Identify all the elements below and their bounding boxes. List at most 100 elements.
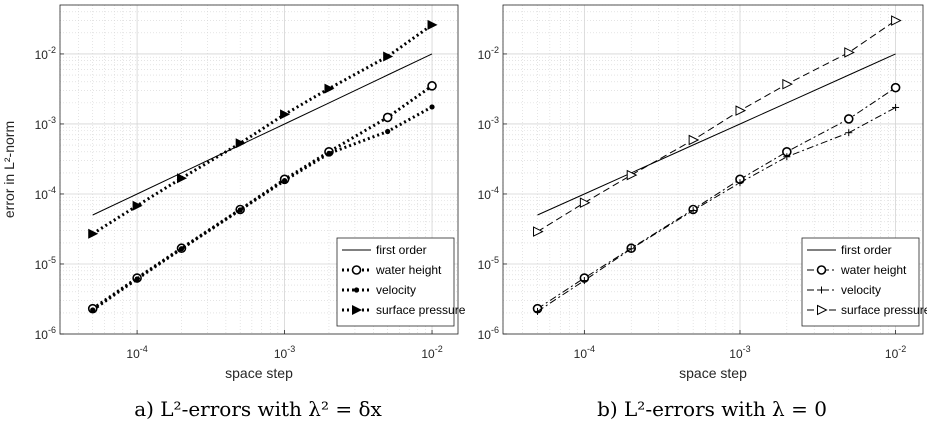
legend-label: surface pressure	[841, 303, 927, 317]
legend-marker	[351, 265, 362, 275]
data-point	[178, 246, 185, 252]
y-tick-label: 10-6	[35, 325, 56, 342]
data-point	[736, 179, 744, 187]
series-line	[91, 23, 433, 236]
legend-label: water height	[375, 263, 442, 277]
data-point	[782, 78, 793, 90]
series-2	[534, 103, 900, 315]
legend-marker	[818, 286, 825, 294]
data-point	[427, 81, 437, 91]
data-point	[891, 15, 902, 26]
x-tick-label: 10-2	[421, 344, 442, 361]
legend: first order water height velocity surface p…	[336, 237, 466, 327]
figure-caption: b) L²-errors with λ = 0	[597, 397, 827, 421]
legend-marker	[817, 304, 828, 316]
data-point	[843, 114, 854, 124]
series-line	[537, 53, 896, 216]
series-line	[537, 20, 896, 233]
x-axis-label: space step	[679, 365, 747, 381]
legend: first order water height velocity surface p…	[801, 237, 927, 327]
data-point	[427, 19, 438, 30]
data-point	[385, 128, 391, 135]
series-0	[537, 53, 896, 216]
axes-box	[502, 4, 924, 335]
x-tick-label: 10-2	[885, 344, 906, 361]
figure-caption: a) L²-errors with λ² = δx	[134, 397, 382, 421]
x-tick-label: 10-3	[729, 344, 750, 361]
data-point	[783, 153, 791, 161]
data-point	[382, 112, 393, 123]
series-2	[90, 104, 435, 313]
data-point	[579, 197, 591, 209]
data-point	[534, 307, 542, 315]
series-3	[533, 15, 902, 237]
data-point	[326, 150, 332, 156]
data-point	[533, 226, 544, 237]
data-point	[134, 276, 140, 282]
series-3	[88, 19, 438, 239]
legend-item: velocity	[342, 283, 416, 297]
data-point	[88, 228, 99, 239]
legend-item: velocity	[807, 283, 881, 297]
data-point	[580, 277, 588, 285]
data-point	[627, 245, 635, 253]
ticks: 10-4 10-3 10-2 10-6 10-5 10-4 10-3 10-2	[478, 45, 907, 361]
data-point	[688, 134, 700, 146]
data-point	[626, 169, 638, 181]
data-point	[281, 178, 288, 184]
data-point	[890, 82, 901, 93]
data-point	[237, 207, 243, 213]
legend-label: velocity	[376, 283, 416, 297]
y-tick-label: 10-5	[35, 255, 56, 272]
data-point	[90, 307, 96, 313]
series-line	[537, 107, 896, 312]
data-point	[280, 109, 291, 120]
data-point	[844, 47, 855, 58]
y-tick-label: 10-4	[35, 185, 56, 202]
data-point	[324, 83, 335, 94]
data-point	[132, 200, 143, 211]
axes-box	[59, 4, 459, 335]
y-tick-label: 10-4	[478, 185, 499, 202]
legend-label: water height	[840, 263, 907, 277]
legend-item: surface pressure	[807, 303, 927, 317]
legend-marker	[816, 265, 827, 275]
data-point	[845, 129, 853, 137]
chart-panel-b: 10-4 10-3 10-2 10-6 10-5 10-4 10-3 10-2 space st…	[478, 4, 927, 421]
legend-item: first order	[342, 243, 427, 257]
y-tick-label: 10-2	[35, 45, 56, 62]
x-tick-label: 10-4	[574, 344, 595, 361]
series-line	[91, 105, 433, 312]
series-0	[92, 53, 433, 216]
data-point	[429, 104, 435, 110]
legend-label: first order	[376, 243, 427, 257]
grid	[502, 4, 923, 335]
y-tick-label: 10-6	[478, 325, 499, 342]
data-point	[383, 51, 394, 62]
legend-marker	[352, 305, 362, 315]
data-point	[176, 173, 187, 184]
data-point	[689, 207, 697, 215]
y-tick-label: 10-3	[478, 115, 499, 132]
legend-item: water height	[342, 263, 442, 277]
chart-panel-a: 10-4 10-3 10-2 10-6 10-5 10-4 10-3 10-2 space st…	[1, 4, 466, 421]
legend-label: velocity	[841, 283, 881, 297]
x-axis-label: space step	[225, 365, 293, 381]
y-axis-label: error in L²-norm	[1, 121, 17, 218]
legend-label: first order	[841, 243, 892, 257]
legend-item: surface pressure	[342, 303, 466, 317]
y-tick-label: 10-2	[478, 45, 499, 62]
data-point	[892, 103, 900, 111]
legend-item: water height	[807, 263, 907, 277]
x-tick-label: 10-3	[274, 344, 295, 361]
series-line	[91, 84, 433, 310]
ticks: 10-4 10-3 10-2 10-6 10-5 10-4 10-3 10-2	[35, 45, 443, 361]
series-line	[92, 53, 433, 216]
x-tick-label: 10-4	[126, 344, 147, 361]
y-tick-label: 10-5	[478, 255, 499, 272]
legend-label: surface pressure	[376, 303, 466, 317]
legend-item: first order	[807, 243, 892, 257]
data-point	[235, 138, 246, 149]
series-line	[537, 87, 896, 310]
